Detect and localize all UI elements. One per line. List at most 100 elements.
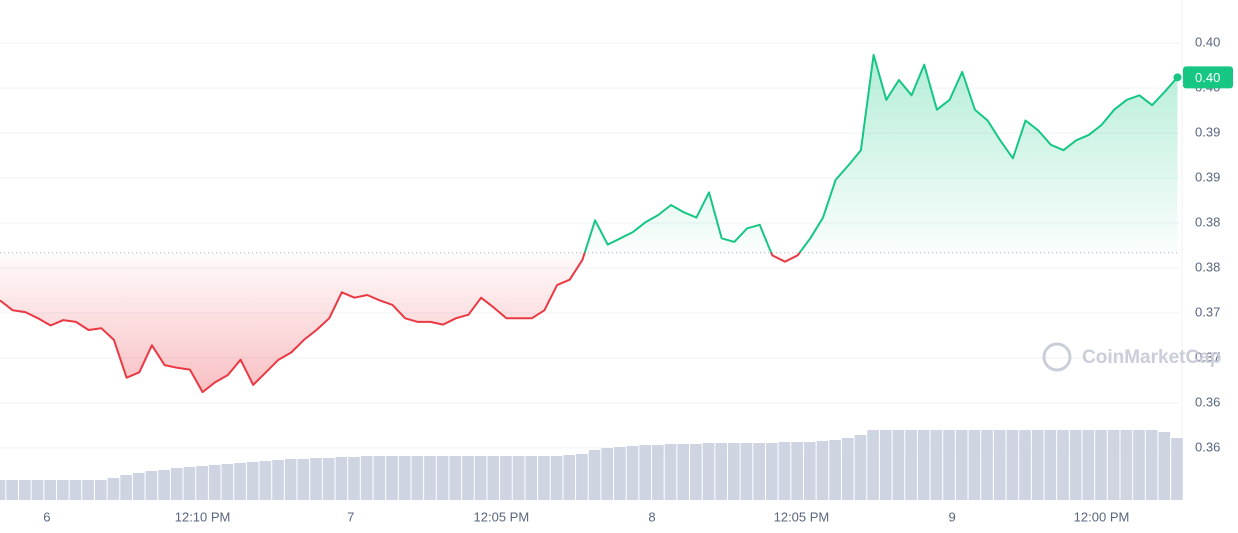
volume-bar xyxy=(398,456,411,500)
volume-bar xyxy=(411,456,424,500)
x-tick-label: 6 xyxy=(43,509,50,524)
volume-bar xyxy=(221,464,234,500)
volume-bar xyxy=(6,480,18,500)
volume-bar xyxy=(753,443,765,500)
volume-bar xyxy=(614,447,626,500)
volume-bar xyxy=(981,430,993,500)
y-tick-label: 0.38 xyxy=(1195,259,1220,274)
volume-bar xyxy=(208,465,221,500)
volume-bar xyxy=(588,450,601,500)
volume-bar xyxy=(158,470,170,500)
volume-bar xyxy=(993,430,1006,500)
y-tick-label: 0.36 xyxy=(1195,394,1220,409)
volume-bar xyxy=(360,456,373,500)
volume-bar xyxy=(56,480,69,500)
x-tick-label: 12:00 PM xyxy=(1074,509,1130,524)
volume-bar xyxy=(905,430,917,500)
volume-bar xyxy=(1019,430,1031,500)
x-tick-label: 8 xyxy=(648,509,655,524)
volume-bar xyxy=(107,478,120,500)
volume-bar xyxy=(702,443,715,500)
volume-bar xyxy=(246,462,259,500)
volume-bar xyxy=(829,440,841,500)
volume-bar xyxy=(1158,432,1171,500)
volume-bar xyxy=(791,442,803,500)
volume-bar xyxy=(82,480,94,500)
volume-bar xyxy=(322,458,335,500)
y-tick-label: 0.40 xyxy=(1195,35,1220,50)
x-tick-label: 9 xyxy=(948,509,955,524)
y-tick-label: 0.38 xyxy=(1195,214,1220,229)
volume-bar xyxy=(854,435,867,500)
x-tick-label: 7 xyxy=(347,509,354,524)
price-line xyxy=(0,53,1179,394)
volume-bar xyxy=(348,457,360,500)
volume-bar xyxy=(917,430,930,500)
volume-bar xyxy=(715,443,727,500)
volume-bar xyxy=(18,480,31,500)
volume-bar xyxy=(1044,430,1057,500)
volume-bar xyxy=(930,430,943,500)
volume-bar xyxy=(677,444,690,500)
volume-bar xyxy=(550,456,563,500)
volume-bar xyxy=(968,430,981,500)
y-tick-label: 0.39 xyxy=(1195,169,1220,184)
volume-bar xyxy=(297,459,310,500)
volume-bar xyxy=(436,456,449,500)
volume-bar xyxy=(943,430,955,500)
volume-bar xyxy=(841,438,854,500)
watermark: CoinMarketCap xyxy=(1042,342,1221,372)
volume-bar xyxy=(879,430,892,500)
price-badge-label: 0.40 xyxy=(1195,70,1220,85)
price-badge xyxy=(1183,66,1233,89)
volume-bar xyxy=(449,456,462,500)
volume-bar xyxy=(740,443,753,500)
volume-bar xyxy=(31,480,44,500)
volume-bar xyxy=(601,448,614,500)
volume-bar xyxy=(424,456,436,500)
volume-bar xyxy=(1069,430,1082,500)
volume-bar xyxy=(386,456,398,500)
volume-bar xyxy=(284,459,297,500)
volume-bar xyxy=(500,456,512,500)
last-point xyxy=(1173,73,1182,82)
volume-bar xyxy=(576,454,588,500)
volume-bar xyxy=(512,456,525,500)
volume-bar xyxy=(69,480,82,500)
volume-bar xyxy=(1031,430,1044,500)
volume-bar xyxy=(525,456,538,500)
x-tick-label: 12:05 PM xyxy=(774,509,830,524)
volume-bar xyxy=(639,445,652,500)
volume-bar xyxy=(120,475,132,500)
price-area xyxy=(0,54,1178,393)
volume-bar xyxy=(803,442,816,500)
y-tick-label: 0.36 xyxy=(1195,439,1220,454)
volume-bar xyxy=(335,457,348,500)
y-tick-label: 0.37 xyxy=(1195,304,1220,319)
volume-bar xyxy=(474,456,487,500)
volume-bar xyxy=(1057,430,1069,500)
watermark-icon xyxy=(1042,342,1072,372)
volume-bar xyxy=(44,480,56,500)
volume-bar xyxy=(664,444,677,500)
volume-bar xyxy=(462,456,474,500)
volume-bar xyxy=(1133,430,1145,500)
volume-bar xyxy=(1145,430,1158,500)
y-tick-label: 0.39 xyxy=(1195,125,1220,140)
volume-bar xyxy=(955,430,968,500)
volume-bar xyxy=(259,461,272,500)
volume-bar xyxy=(132,473,145,500)
x-tick-label: 12:10 PM xyxy=(175,509,231,524)
volume-bar xyxy=(1082,430,1095,500)
volume-bar xyxy=(487,456,500,500)
volume-bar xyxy=(1171,438,1183,500)
volume-bar xyxy=(310,458,322,500)
volume-bar xyxy=(0,480,6,500)
volume-bar xyxy=(690,444,702,500)
volume-bar xyxy=(170,468,183,500)
volume-bar xyxy=(145,471,158,500)
volume-bar xyxy=(1107,430,1120,500)
volume-bar xyxy=(867,430,879,500)
volume-bar xyxy=(373,456,386,500)
